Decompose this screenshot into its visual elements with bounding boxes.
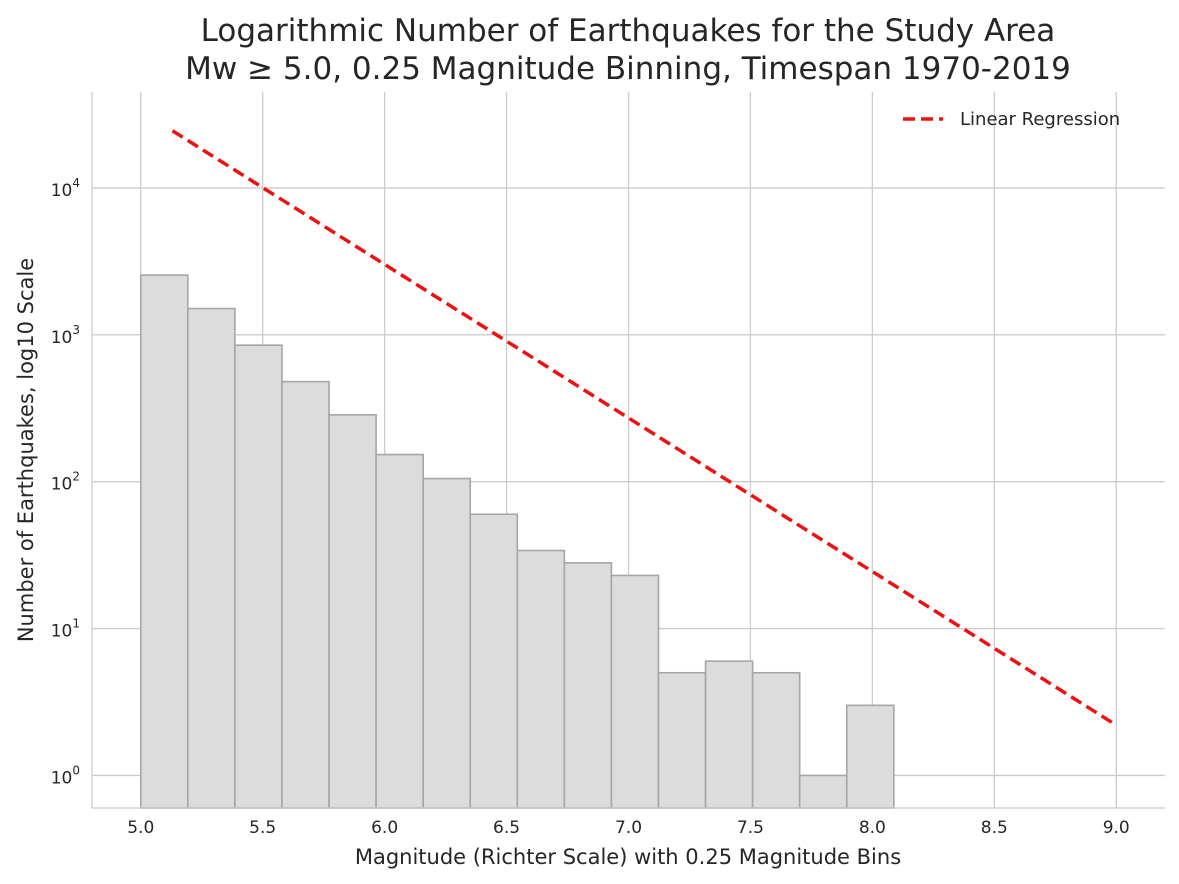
histogram-bar [563,562,613,809]
y-tick-exponent: 1 [72,617,80,631]
x-tick-label: 6.5 [493,818,520,838]
y-tick-label: 101 [51,617,80,642]
chart-subtitle: Mw ≥ 5.0, 0.25 Magnitude Binning, Timesp… [185,51,1071,87]
y-tick-exponent: 0 [72,763,80,777]
x-axis-label: Magnitude (Richter Scale) with 0.25 Magn… [355,845,901,869]
histogram-bar [139,274,189,809]
histogram-bar [281,380,330,809]
y-tick-base: 10 [51,768,73,788]
y-tick-exponent: 3 [72,323,80,337]
y-tick-exponent: 4 [72,176,80,190]
y-tick-label: 100 [51,763,80,788]
legend: Linear Regression [903,109,1120,130]
y-tick-base: 10 [51,328,73,348]
y-tick-base: 10 [51,475,73,495]
histogram-bar [375,453,424,809]
histogram-bar [798,774,848,809]
histogram-bar [187,307,236,809]
x-tick-label: 6.0 [371,818,398,838]
y-tick-label: 104 [51,176,80,201]
x-tick-label: 9.0 [1103,818,1130,838]
x-tick-label: 7.5 [737,818,764,838]
x-tick-label: 5.0 [127,818,154,838]
y-tick-label: 103 [51,323,80,348]
histogram-bar [657,671,707,809]
chart-title: Logarithmic Number of Earthquakes for th… [201,13,1056,49]
y-axis-label: Number of Earthquakes, log10 Scale [14,258,38,642]
regression-line [171,129,1118,727]
x-tick-label: 8.5 [981,818,1008,838]
regression-line-layer [171,129,1118,727]
histogram-bar [422,477,472,809]
y-tick-label: 102 [51,470,80,495]
y-tick-exponent: 2 [72,470,80,484]
y-tick-base: 10 [51,622,73,642]
x-tick-label: 5.5 [249,818,276,838]
histogram-bar [469,513,519,809]
histogram-bar [516,549,566,809]
histogram-bar [328,414,377,809]
histogram-bar [704,660,754,809]
histogram-bar [751,671,801,809]
axes [91,92,1165,809]
x-tick-labels: 5.0 5.5 6.0 6.5 7.0 7.5 8.0 8.5 9.0 [127,818,1130,838]
x-tick-label: 7.0 [615,818,642,838]
histogram-bar [845,704,895,809]
y-tick-base: 10 [51,181,73,201]
histogram-bar [610,574,660,809]
x-tick-label: 8.0 [859,818,886,838]
histogram-bar [234,344,283,809]
legend-label-linear-regression: Linear Regression [960,109,1120,130]
histogram-bars [139,274,895,809]
